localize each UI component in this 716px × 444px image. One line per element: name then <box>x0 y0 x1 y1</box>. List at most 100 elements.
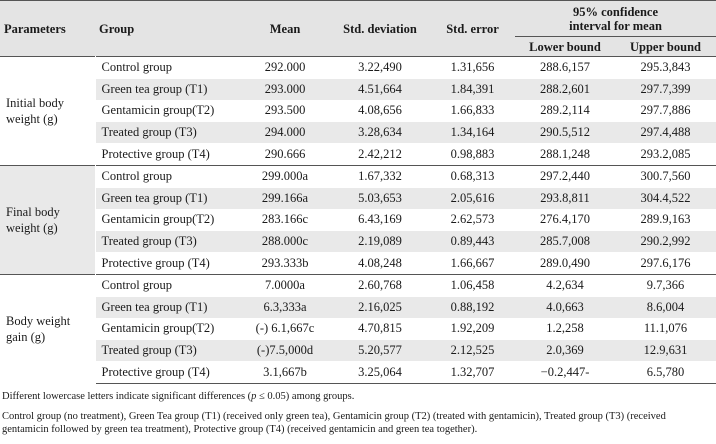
header-cell: Parameters <box>0 0 95 57</box>
table-body: Initial body weight (g) Control group 292.… <box>0 55 716 384</box>
value-cell: 5.20,577 <box>330 339 430 362</box>
value-cell: 1.92,209 <box>450 321 495 336</box>
value-cell: 4.51,664 <box>330 78 430 101</box>
value-cell: 6.5,780 <box>615 361 716 384</box>
value-cell: −0.2,447- <box>515 361 615 384</box>
group-cell: Treated group (T3) <box>95 230 240 253</box>
value-cell: 8.6,004 <box>615 296 716 319</box>
value-cell: 299.000a <box>240 164 330 188</box>
table-row: Gentamicin group(T2) 293.500 4.08,656 1.66,… <box>0 100 716 122</box>
parameter-cell: Body weight gain (g) <box>0 273 96 384</box>
group-cell: Green tea group (T1) <box>95 296 240 319</box>
footnote: Different lowercase letters indicate sig… <box>2 390 714 403</box>
group-cell: Green tea group (T1) <box>95 78 240 101</box>
value-cell: 1.06,458 <box>430 273 515 297</box>
value-cell: 3.25,064 <box>330 361 430 384</box>
value-cell: 276.4,170 <box>540 212 590 227</box>
footnotes: Different lowercase letters indicate sig… <box>0 384 716 436</box>
value-cell: 285.7,008 <box>515 230 615 253</box>
value-cell: 0.68,313 <box>430 164 515 188</box>
value-cell: 4.0,663 <box>515 296 615 319</box>
parameter-cell: Final body weight (g) <box>0 164 96 275</box>
value-cell: 293.500 <box>264 103 306 118</box>
header-cell: Lower bound <box>515 36 615 57</box>
value-cell: 2.19,089 <box>330 230 430 253</box>
value-cell: 289.2,114 <box>540 103 590 118</box>
value-cell: 297.7,399 <box>615 78 716 101</box>
value-cell: 1.31,656 <box>430 55 515 79</box>
value-cell: 6.3,333a <box>240 296 330 319</box>
group-cell: Gentamicin group(T2) <box>101 321 215 336</box>
value-cell: 2.05,616 <box>430 187 515 210</box>
table-row: Gentamicin group(T2) (-) 6.1,667c 4.70,815… <box>0 318 716 340</box>
value-cell: 4.08,656 <box>358 103 402 118</box>
header-cell: 95% confidence interval for mean <box>515 0 716 37</box>
value-cell: (-)7.5,000d <box>240 339 330 362</box>
footnote: Control group (no treatment), Green Tea … <box>2 410 666 435</box>
table-row: Treated group (T3) 294.000 3.28,634 1.34,16… <box>0 121 716 144</box>
value-cell: 3.28,634 <box>330 121 430 144</box>
value-cell: 297.6,176 <box>615 252 716 275</box>
value-cell: 7.0000a <box>240 273 330 297</box>
value-cell: 0.88,192 <box>430 296 515 319</box>
table-head: Parameters Group Mean Std. deviation Std… <box>0 0 716 57</box>
value-cell: 297.4,488 <box>615 121 716 144</box>
value-cell: 292.000 <box>240 55 330 79</box>
value-cell: 3.1,667b <box>240 361 330 384</box>
value-cell: 2.42,212 <box>330 143 430 166</box>
group-cell: Control group <box>95 273 240 297</box>
header-cell: Group <box>95 0 240 57</box>
value-cell: 1.34,164 <box>430 121 515 144</box>
value-cell: 293.333b <box>240 252 330 275</box>
group-cell: Protective group (T4) <box>95 252 240 275</box>
table-row: Final body weight (g) Control group 299.00… <box>0 164 716 275</box>
value-cell: 0.98,883 <box>430 143 515 166</box>
table-row: Green tea group (T1) 293.000 4.51,664 1.84,… <box>0 78 716 101</box>
value-cell: 293.2,085 <box>615 143 716 166</box>
value-cell: 6.43,169 <box>358 212 402 227</box>
value-cell: 9.7,366 <box>615 273 716 297</box>
value-cell: 0.89,443 <box>430 230 515 253</box>
value-cell: 290.2,992 <box>615 230 716 253</box>
value-cell: 290.5,512 <box>515 121 615 144</box>
value-cell: 289.0,490 <box>515 252 615 275</box>
value-cell: 304.4,522 <box>615 187 716 210</box>
value-cell: 2.12,525 <box>430 339 515 362</box>
table-row: Initial body weight (g) Control group 292.… <box>0 55 716 166</box>
value-cell: (-) 6.1,667c <box>255 321 315 336</box>
table-row: Body weight gain (g) Control group 7.0000a… <box>0 273 716 384</box>
group-cell: Treated group (T3) <box>95 121 240 144</box>
value-cell: 288.2,601 <box>515 78 615 101</box>
value-cell: 294.000 <box>240 121 330 144</box>
header-cell: Std. error <box>430 0 515 57</box>
group-cell: Treated group (T3) <box>95 339 240 362</box>
value-cell: 2.60,768 <box>330 273 430 297</box>
table-row: Green tea group (T1) 299.166a 5.03,653 2.05… <box>0 187 716 210</box>
table-row: Protective group (T4) 290.666 2.42,212 0.98… <box>0 143 716 166</box>
value-cell: 1.66,833 <box>450 103 495 118</box>
value-cell: 290.666 <box>240 143 330 166</box>
value-cell: 11.1,076 <box>643 321 688 336</box>
header-cell: Mean <box>240 0 330 57</box>
group-cell: Control group <box>95 164 240 188</box>
value-cell: 293.000 <box>240 78 330 101</box>
value-cell: 3.22,490 <box>330 55 430 79</box>
value-cell: 4.70,815 <box>358 321 402 336</box>
table-row: Green tea group (T1) 6.3,333a 2.16,025 0.88… <box>0 296 716 319</box>
table-row: Protective group (T4) 3.1,667b 3.25,064 1.3… <box>0 361 716 384</box>
group-cell: Protective group (T4) <box>95 361 240 384</box>
value-cell: 299.166a <box>240 187 330 210</box>
value-cell: 288.6,157 <box>515 55 615 79</box>
value-cell: 1.84,391 <box>430 78 515 101</box>
header-row: Parameters Group Mean Std. deviation Std… <box>0 0 716 57</box>
value-cell: 1.66,667 <box>430 252 515 275</box>
value-cell: 297.7,886 <box>640 103 691 118</box>
table-row: Treated group (T3) (-)7.5,000d 5.20,577 2.1… <box>0 339 716 362</box>
value-cell: 2.0,369 <box>515 339 615 362</box>
group-cell: Gentamicin group(T2) <box>101 103 215 118</box>
header-cell: Std. deviation <box>330 0 430 57</box>
header-cell: Upper bound <box>615 36 716 57</box>
value-cell: 300.7,560 <box>615 164 716 188</box>
group-cell: Control group <box>95 55 240 79</box>
value-cell: 5.03,653 <box>330 187 430 210</box>
